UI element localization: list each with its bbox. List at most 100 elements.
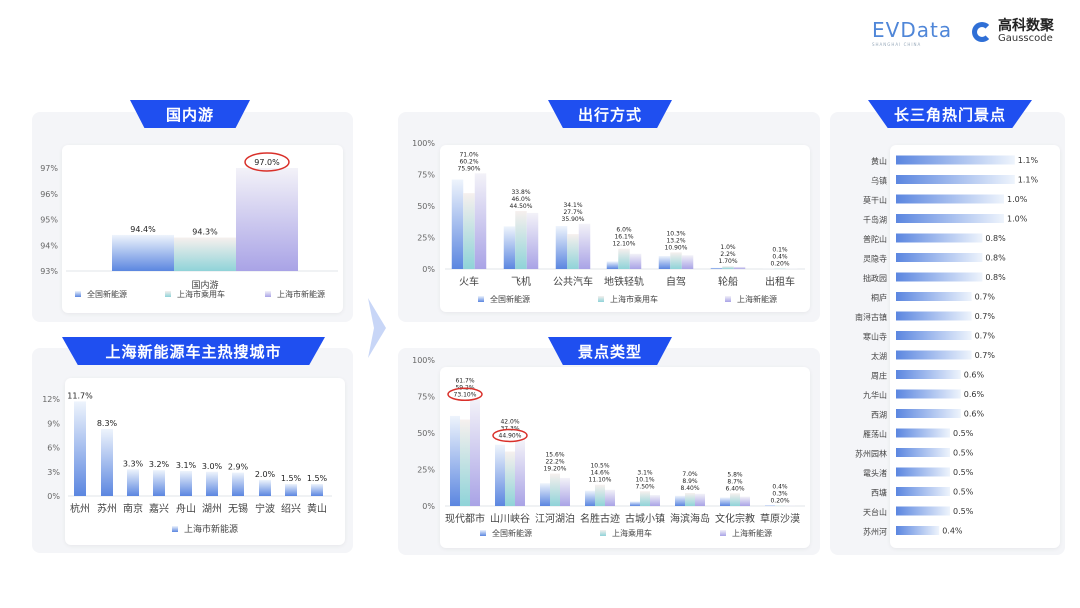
data-label: 44.90% bbox=[499, 432, 522, 439]
legend-swatch bbox=[265, 291, 271, 297]
bar-transport-2 bbox=[526, 212, 539, 269]
y-tick-label: 96% bbox=[40, 190, 58, 199]
hotspot-label: 天台山 bbox=[863, 507, 887, 517]
data-label: 71.0% bbox=[459, 151, 478, 158]
data-label: 0.20% bbox=[770, 260, 789, 267]
hotspot-bar bbox=[896, 467, 950, 477]
data-label: 6.0% bbox=[616, 227, 632, 234]
legend-swatch bbox=[165, 291, 171, 297]
data-label: 13.2% bbox=[666, 237, 685, 244]
data-label: 8.7% bbox=[727, 478, 743, 485]
data-label: 97.0% bbox=[254, 158, 280, 167]
x-tick-label: 山川峡谷 bbox=[490, 512, 530, 525]
data-label: 0.4% bbox=[772, 253, 788, 260]
bar-scenic_type-0 bbox=[450, 415, 460, 506]
bar-scenic_type-2 bbox=[515, 440, 525, 506]
data-label: 34.1% bbox=[563, 202, 582, 209]
hotspot-bar bbox=[896, 175, 1015, 184]
domestic-title: 国内游 bbox=[130, 100, 250, 128]
hotspot-bar bbox=[896, 428, 950, 438]
data-label: 8.9% bbox=[682, 478, 698, 485]
legend-swatch bbox=[75, 291, 81, 297]
hotspots-card bbox=[890, 145, 1060, 548]
bar-transport-1 bbox=[670, 252, 682, 269]
data-label: 44.50% bbox=[510, 203, 533, 210]
y-tick-label: 12% bbox=[42, 395, 60, 404]
hotspot-bar bbox=[896, 350, 972, 360]
bar-scenic_type-0 bbox=[540, 483, 550, 506]
bar-transport-2 bbox=[733, 266, 746, 269]
hotspot-label: 九华山 bbox=[863, 390, 887, 400]
chevron-right-icon bbox=[368, 298, 386, 358]
y-tick-label: 6% bbox=[47, 444, 60, 453]
y-tick-label: 100% bbox=[412, 356, 435, 365]
data-label: 60.2% bbox=[459, 158, 478, 165]
data-label: 0.1% bbox=[772, 246, 788, 253]
x-tick-label: 江河湖泊 bbox=[535, 513, 575, 525]
legend-label: 上海新能源 bbox=[732, 528, 772, 538]
hotspot-value-label: 0.8% bbox=[985, 273, 1006, 282]
hotspot-bar bbox=[896, 272, 983, 282]
bar-transport-0 bbox=[503, 226, 516, 269]
data-label: 94.4% bbox=[130, 225, 156, 234]
x-tick-label: 地铁轻轨 bbox=[604, 275, 644, 288]
transport-card bbox=[440, 145, 810, 312]
hotspot-value-label: 0.5% bbox=[953, 429, 974, 438]
data-label: 94.3% bbox=[192, 228, 218, 237]
y-tick-label: 97% bbox=[40, 164, 58, 173]
legend-swatch bbox=[598, 296, 604, 302]
hotspot-value-label: 1.1% bbox=[1018, 156, 1039, 165]
hotspot-bar bbox=[896, 526, 940, 535]
bar-transport-2 bbox=[681, 255, 694, 269]
gausscode-logo: 高科数聚 Gausscode bbox=[998, 19, 1054, 44]
data-label: 42.0% bbox=[500, 418, 519, 425]
bar-scenic_type-0 bbox=[720, 497, 730, 506]
highlight-circle bbox=[447, 387, 483, 402]
data-label: 0.3% bbox=[772, 490, 788, 497]
data-label: 14.6% bbox=[590, 470, 609, 477]
y-tick-label: 25% bbox=[417, 466, 435, 475]
data-label: 16.1% bbox=[614, 234, 633, 241]
hotspot-label: 千岛湖 bbox=[863, 215, 887, 225]
y-tick-label: 3% bbox=[47, 468, 60, 477]
x-tick-label: 无锡 bbox=[228, 502, 248, 515]
bar-transport-2 bbox=[474, 173, 487, 269]
bar-transport-1 bbox=[567, 234, 579, 269]
data-label: 3.1% bbox=[637, 469, 653, 476]
bar-scenic_type-0 bbox=[630, 501, 640, 506]
hotspot-label: 雁荡山 bbox=[863, 429, 887, 439]
cities-title: 上海新能源车主热搜城市 bbox=[62, 337, 325, 365]
bar-transport-1 bbox=[515, 211, 527, 269]
data-label: 1.0% bbox=[720, 244, 736, 251]
data-label: 7.0% bbox=[682, 471, 698, 478]
bar-cities-0 bbox=[259, 479, 271, 496]
y-tick-label: 0% bbox=[47, 492, 60, 501]
y-tick-label: 25% bbox=[417, 234, 435, 243]
hotspot-bar bbox=[896, 331, 972, 340]
y-tick-label: 50% bbox=[417, 202, 435, 211]
y-tick-label: 95% bbox=[40, 216, 58, 225]
hotspot-label: 南浔古镇 bbox=[855, 312, 887, 322]
x-tick-label: 海滨海岛 bbox=[670, 512, 710, 525]
highlight-circle bbox=[244, 152, 290, 172]
data-label: 3.0% bbox=[202, 462, 223, 471]
bar-cities-0 bbox=[74, 401, 86, 496]
transport-title: 出行方式 bbox=[548, 100, 672, 128]
bar-scenic_type-1 bbox=[505, 451, 515, 506]
data-label: 15.6% bbox=[545, 452, 564, 459]
x-tick-label: 出租车 bbox=[765, 275, 795, 288]
x-tick-label: 公共汽车 bbox=[553, 275, 593, 288]
x-tick-label: 绍兴 bbox=[281, 502, 301, 515]
y-tick-label: 75% bbox=[417, 393, 435, 402]
bar-scenic_type-1 bbox=[640, 491, 650, 506]
data-label: 73.10% bbox=[454, 391, 477, 398]
legend-swatch bbox=[720, 530, 726, 536]
bar-transport-0 bbox=[555, 226, 568, 269]
legend-label: 上海市新能源 bbox=[277, 289, 325, 299]
hotspot-bar bbox=[896, 370, 961, 379]
legend-swatch bbox=[172, 526, 178, 532]
data-label: 10.1% bbox=[635, 476, 654, 483]
data-label: 11.10% bbox=[589, 477, 612, 484]
hotspot-value-label: 0.5% bbox=[953, 507, 974, 516]
hotspot-label: 苏州河 bbox=[863, 527, 887, 537]
